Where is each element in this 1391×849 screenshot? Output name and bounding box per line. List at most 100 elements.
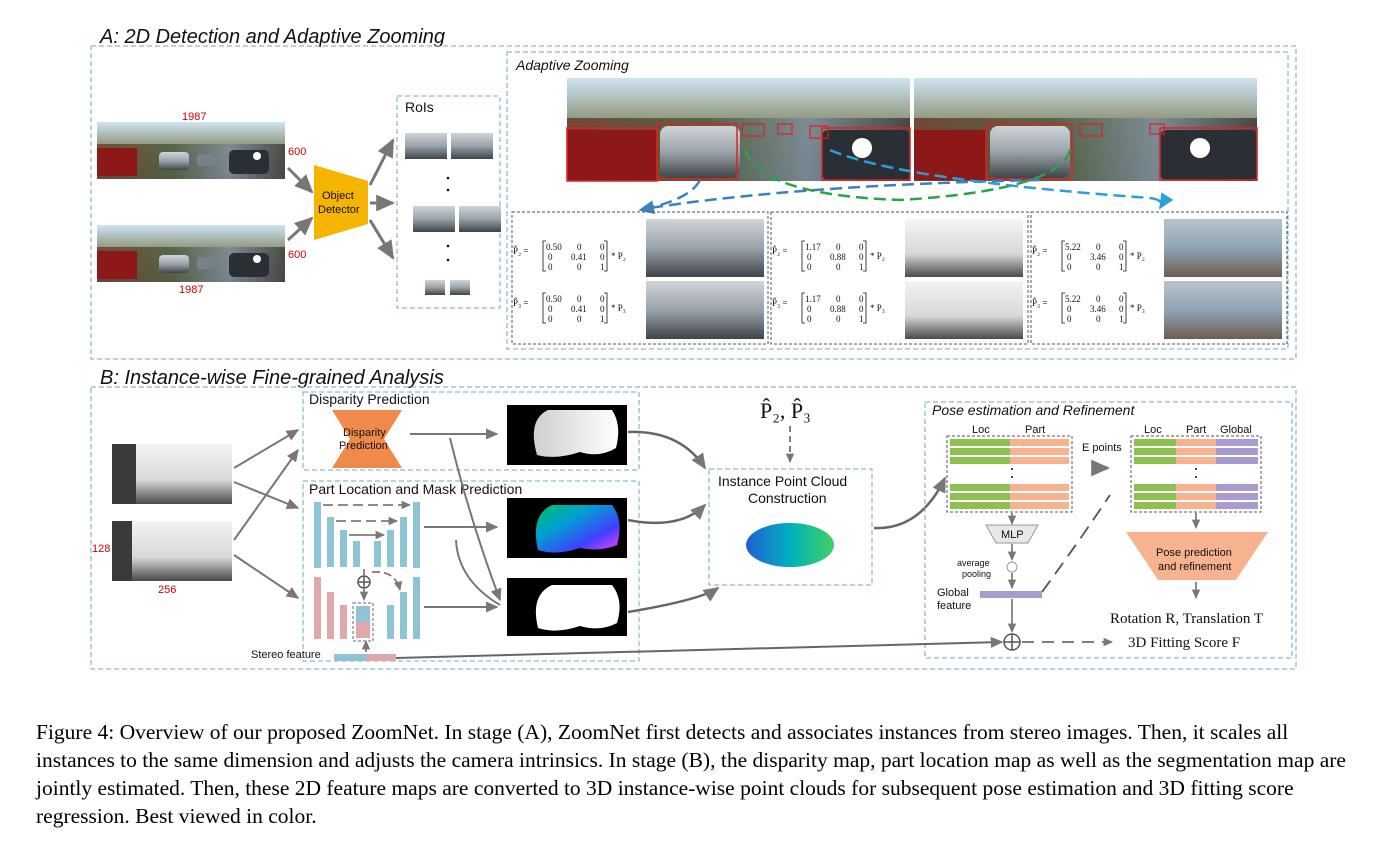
matrix-zero: 0 [1096, 262, 1101, 272]
matrix-zero: 0 [807, 252, 812, 262]
ipc-frame [708, 468, 873, 586]
ipc-label-1: Instance Point Cloud [718, 473, 847, 489]
p2-suffix: * P₂ [1130, 251, 1145, 261]
matrix-scale-1: 0.50 [546, 294, 562, 304]
zoom-panel-1 [511, 211, 769, 345]
matrix-scale-2: 3.46 [1090, 304, 1106, 314]
matrix-bracket-left [1061, 240, 1065, 272]
stereo-right-image [97, 225, 285, 282]
p3-hat-label: P̂₃ = [772, 297, 787, 308]
matrix-scale-1: 5.22 [1065, 294, 1081, 304]
matrix-zero: 0 [1067, 304, 1072, 314]
matrix-zero: 0 [577, 262, 582, 272]
instance-crop-right [112, 521, 232, 581]
p3-suffix: * P₃ [870, 303, 885, 313]
matrix-zero: 0 [836, 242, 841, 252]
arrow-crop-part-2 [233, 554, 300, 599]
p3-suffix: * P₃ [1130, 303, 1145, 313]
matrix-scale-2: 0.41 [571, 252, 587, 262]
stereo-to-fitting [395, 636, 1004, 659]
matrix-zero: 0 [1067, 252, 1072, 262]
matrix-zero: 0 [1096, 314, 1101, 324]
zoom-matrices-2: P̂₂ = 1.17 0 00 0.88 00 0 1* P₂P̂₃ = 1.17 0 00 0.88… [772, 240, 885, 324]
matrix-zero: 0 [836, 262, 841, 272]
arrow-detector-rois-1 [368, 138, 395, 186]
avg-pool-label-1: average [957, 558, 990, 568]
disparity-title: Disparity Prediction [309, 391, 430, 407]
roi-pair-3-left [425, 280, 445, 295]
p3-hat-label: P̂₃ = [1032, 297, 1047, 308]
feature-block-left [946, 435, 1073, 513]
matrix-zero: 0 [548, 252, 553, 262]
matrix-bracket-right [604, 240, 608, 272]
avg-pool-label-2: pooling [962, 569, 991, 579]
unet-lower [314, 569, 420, 642]
matrix-zero: 0 [859, 304, 864, 314]
matrix-scale-1: 5.22 [1065, 242, 1081, 252]
matrix-zero: 0 [1119, 294, 1124, 304]
arrow-crop-disp-2 [233, 448, 299, 541]
section-b-title: B: Instance-wise Fine-grained Analysis [100, 367, 444, 389]
avg-pool-node [1006, 561, 1018, 573]
disparity-net-label-1: Disparity [343, 427, 386, 439]
matrix-scale-2: 0.41 [571, 304, 587, 314]
rotation-translation-label: Rotation R, Translation T [1110, 611, 1263, 627]
zoom-matrices-3: P̂₂ = 5.22 0 00 3.46 00 0 1* P₂P̂₃ = 5.22 0 00 3.46… [1032, 240, 1145, 324]
p2-suffix: * P₂ [611, 251, 626, 261]
matrix-bracket-left [801, 240, 805, 272]
zoom-scene-right [914, 78, 1258, 181]
global-feature-bar [980, 591, 1042, 598]
zoom-scene-left [566, 78, 911, 182]
stereo-feature-label: Stereo feature [251, 649, 321, 661]
matrix-zero: 0 [577, 294, 582, 304]
curve-cyan [829, 148, 1174, 210]
matrix-zero: 0 [577, 314, 582, 324]
matrix-one: 1 [600, 314, 605, 324]
section-b-frame [90, 386, 1297, 670]
part-location-map [507, 498, 627, 558]
matrix-zero: 0 [1119, 304, 1124, 314]
matrix-zero: 0 [548, 314, 553, 324]
crop-height-label: 128 [92, 543, 110, 555]
roi-pair-1 [405, 133, 493, 159]
p3-hat-label: P̂₃ = [513, 297, 528, 308]
matrix-zero: 0 [859, 294, 864, 304]
fitting-score-label: 3D Fitting Score F [1128, 635, 1240, 651]
matrix-scale-2: 0.88 [830, 252, 846, 262]
zoomnet-figure: A: 2D Detection and Adaptive Zooming 198… [90, 26, 1297, 670]
roi-pair-2 [413, 206, 501, 232]
stereo-feature-blue [334, 654, 366, 661]
pose-title: Pose estimation and Refinement [932, 402, 1135, 418]
matrix-zero: 0 [1067, 314, 1072, 324]
curve-mask-to-ipc [627, 586, 720, 614]
matrix-zero: 0 [1096, 294, 1101, 304]
roi-pair-3-right [450, 280, 470, 295]
part-mask-frame [302, 480, 640, 662]
matrix-scale-1: 0.50 [546, 242, 562, 252]
matrix-zero: 0 [859, 252, 864, 262]
loc-label-right: Loc [1144, 424, 1162, 436]
disparity-network [332, 410, 402, 468]
matrix-scale-1: 1.17 [805, 294, 821, 304]
width-label-top: 1987 [182, 111, 206, 123]
matrix-bracket-left [542, 292, 546, 324]
p2-hat-label: P̂₂ = [513, 245, 528, 256]
global-feature-label-2: feature [937, 600, 971, 612]
adaptive-zooming-title: Adaptive Zooming [515, 57, 629, 73]
global-to-right-dashed [1041, 494, 1111, 593]
part-label-left: Part [1025, 424, 1045, 436]
pose-prediction-block [1126, 532, 1268, 580]
matrix-one: 1 [1119, 314, 1124, 324]
matrix-zero: 0 [1119, 252, 1124, 262]
curve-disp-to-mask [449, 437, 502, 602]
global-feature-label-1: Global [937, 587, 969, 599]
part-mask-title: Part Location and Mask Prediction [309, 481, 522, 497]
crop-width-label: 256 [158, 584, 176, 596]
matrix-one: 1 [600, 262, 605, 272]
disparity-map [507, 405, 627, 465]
section-a-title: A: 2D Detection and Adaptive Zooming [99, 26, 445, 48]
detector-label-1: Object [322, 190, 354, 202]
height-label-top: 600 [288, 146, 306, 158]
feature-block-right [1130, 435, 1262, 513]
object-detector [314, 165, 368, 240]
